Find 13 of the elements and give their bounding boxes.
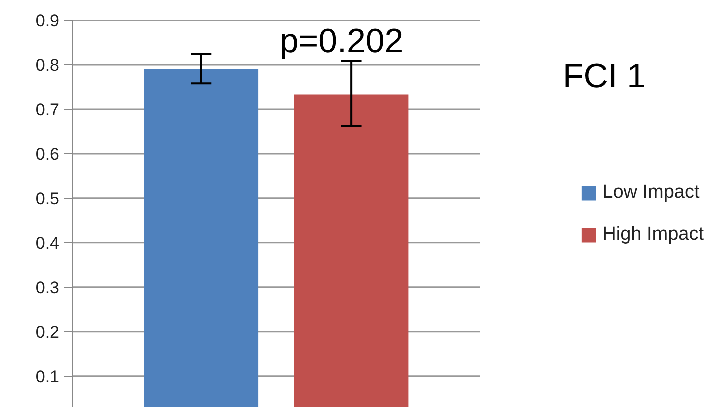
y-tick-label: 0.6 [36,144,60,164]
legend-label: Low Impact [602,182,700,204]
y-tick-label: 0.3 [36,278,60,298]
y-tick-label: 0.5 [36,189,60,208]
y-tick-label: 0.7 [36,100,60,120]
y-tick-label: 0.9 [36,12,60,30]
y-tick-label: 0.4 [36,234,60,253]
y-tick-label: 0.2 [36,322,60,342]
y-tick-label: 0.1 [36,367,60,386]
y-tick-label: 0.8 [36,56,60,75]
legend-label: High Impact [602,224,704,246]
text: FCI 1 [562,58,646,96]
annotation: p=0.202 [280,22,404,60]
